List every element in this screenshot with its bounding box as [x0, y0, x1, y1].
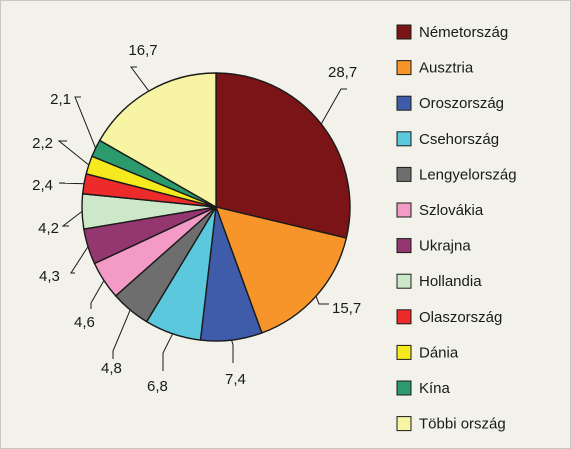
leader-line [74, 96, 97, 149]
data-label: 7,4 [225, 371, 246, 388]
pie-slice [215, 206, 348, 334]
legend-label: Szlovákia [419, 202, 484, 219]
leader-line [320, 88, 347, 125]
legend-label: Németország [419, 24, 508, 41]
legend-label: Lengyelország [419, 166, 517, 183]
legend-swatch [396, 131, 412, 147]
legend-swatch [396, 60, 412, 76]
leader-lines-group [57, 66, 347, 371]
data-label: 2,1 [50, 91, 71, 108]
legend: Németország Ausztria Oroszország Csehország… [396, 24, 517, 433]
leader-line [90, 280, 105, 309]
legend-swatch [396, 202, 412, 218]
legend-item: Szlovákia [396, 202, 484, 219]
legend-item: Dánia [396, 344, 459, 361]
data-label: 6,8 [147, 378, 168, 395]
legend-item: Többi ország [396, 416, 506, 433]
slices-group [81, 72, 351, 342]
legend-item: Hollandia [396, 273, 482, 290]
legend-swatch [396, 380, 412, 396]
leader-line [58, 182, 85, 185]
legend-label: Többi ország [419, 416, 506, 433]
legend-swatch [396, 166, 412, 182]
legend-label: Dánia [419, 344, 459, 361]
legend-label: Olaszország [419, 309, 502, 326]
legend-swatch [396, 238, 412, 254]
data-label: 2,4 [32, 177, 53, 194]
legend-label: Csehország [419, 131, 499, 148]
pie-slice [99, 72, 217, 208]
leader-line [57, 140, 90, 166]
legend-label: Ausztria [419, 60, 474, 77]
leader-line [231, 339, 234, 363]
legend-item: Kína [396, 380, 451, 397]
legend-item: Ausztria [396, 60, 474, 77]
leader-line [130, 66, 150, 92]
leader-line [162, 333, 174, 371]
legend-swatch [396, 273, 412, 289]
data-label: 2,2 [32, 135, 53, 152]
legend-swatch [396, 95, 412, 111]
leader-line [315, 296, 329, 305]
legend-label: Oroszország [419, 95, 504, 112]
data-label: 28,7 [328, 64, 357, 81]
data-label: 4,3 [39, 268, 60, 285]
legend-item: Németország [396, 24, 508, 41]
legend-item: Oroszország [396, 95, 504, 112]
legend-label: Hollandia [419, 273, 482, 290]
data-label: 15,7 [332, 300, 361, 317]
data-labels-group: 28,7 15,7 7,4 6,8 4,8 4,6 4,3 4,2 2,4 2,2 2,1 16,7 [32, 42, 361, 395]
legend-item: Lengyelország [396, 166, 517, 183]
legend-swatch [396, 24, 412, 40]
legend-item: Ukrajna [396, 238, 471, 255]
data-label: 4,8 [101, 360, 122, 377]
leader-line [112, 309, 131, 359]
legend-swatch [396, 309, 412, 325]
legend-swatch [396, 416, 412, 432]
data-label: 4,2 [38, 220, 59, 237]
legend-label: Kína [419, 380, 451, 397]
legend-item: Olaszország [396, 309, 502, 326]
leader-line [61, 211, 83, 227]
data-label: 4,6 [74, 314, 95, 331]
data-label: 16,7 [128, 42, 157, 59]
legend-swatch [396, 344, 412, 360]
legend-label: Ukrajna [419, 238, 471, 255]
leader-line [70, 246, 89, 274]
legend-item: Csehország [396, 131, 499, 148]
